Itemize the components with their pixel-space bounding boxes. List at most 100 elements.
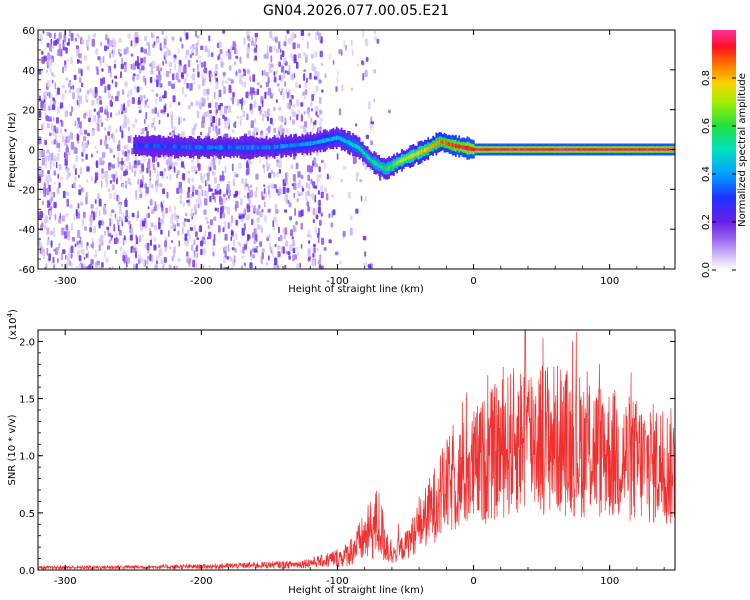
spectrogram-noise-cell (350, 39, 353, 47)
spectrogram-noise-cell (209, 195, 212, 203)
spectrogram-noise-cell (147, 212, 150, 219)
spectrogram-track-cell-2 (280, 144, 283, 149)
spectrogram-noise-cell (102, 207, 106, 215)
spectrogram-noise-cell (48, 32, 52, 38)
spectrogram-noise-cell (165, 207, 168, 214)
spectrogram-noise-cell (153, 41, 156, 46)
spectrogram-noise-cell (111, 209, 115, 213)
spectrogram-noise-cell (43, 103, 46, 112)
spectrogram-noise-cell (168, 264, 172, 269)
spectrogram-noise-cell (373, 98, 376, 103)
spectrogram-track-cell-2 (231, 145, 234, 150)
spectrogram-noise-cell (224, 220, 226, 229)
spectrogram-noise-cell (195, 199, 198, 204)
spectrogram-track-cell-2 (334, 136, 336, 140)
spectrogram-noise-cell (53, 181, 56, 185)
spectrogram-noise-cell (232, 178, 235, 187)
spectrogram-noise-cell (150, 222, 154, 228)
spectrogram-noise-cell (105, 34, 108, 41)
spectrogram-track-cell-2 (616, 148, 619, 151)
spectrogram-noise-cell (164, 240, 167, 248)
spectrogram-noise-cell (278, 168, 281, 174)
spectrogram-noise-cell (101, 168, 104, 174)
spectrogram-noise-cell (270, 63, 274, 68)
spectrogram-track-cell-2 (306, 141, 309, 147)
spectrogram-noise-cell (179, 157, 183, 161)
spectrogram-noise-cell (203, 173, 206, 178)
spectrogram-noise-cell (76, 117, 81, 122)
spectrogram-noise-cell (243, 262, 246, 267)
spectrogram-noise-cell (227, 77, 231, 81)
spectrogram-noise-cell (169, 173, 172, 181)
spectrogram-noise-cell (53, 234, 56, 238)
spectrogram-noise-cell (242, 214, 245, 219)
spectrogram-noise-cell (311, 53, 314, 59)
spectrogram-noise-cell (222, 72, 226, 76)
y-tick-label: -60 (19, 265, 35, 276)
spectrogram-noise-cell (50, 240, 53, 248)
chart-title: GN04.2026.077.00.05.E21 (263, 3, 449, 19)
spectrogram-noise-cell (193, 165, 197, 173)
spectrogram-noise-cell (249, 76, 252, 82)
spectrogram-track-cell-2 (629, 148, 632, 151)
spectrogram-noise-cell (41, 149, 45, 157)
spectrogram-noise-cell (57, 49, 61, 56)
spectrogram-noise-cell (243, 223, 246, 231)
y-tick-label: 1.0 (19, 452, 35, 463)
spectrogram-noise-cell (72, 182, 76, 189)
spectrogram-track-cell-2 (263, 145, 266, 150)
spectrogram-track-cell-2 (267, 145, 269, 150)
spectrogram-noise-cell (213, 177, 217, 184)
spectrogram-noise-cell (114, 81, 118, 88)
spectrogram-noise-cell (238, 243, 242, 247)
spectrogram-noise-cell (178, 117, 180, 126)
spectrogram-noise-cell (95, 160, 99, 168)
spectrogram-track-cell-2 (259, 145, 261, 150)
spectrogram-noise-cell (41, 169, 44, 178)
spectrogram-noise-cell (84, 263, 87, 268)
spectrogram-noise-cell (229, 257, 233, 262)
spectrogram-noise-cell (65, 147, 69, 153)
spectrogram-noise-cell (175, 72, 179, 81)
spectrogram-track-cell-2 (494, 148, 496, 151)
spectrogram-track-cell-2 (518, 148, 521, 151)
spectrogram-noise-cell (196, 59, 198, 63)
spectrogram-noise-cell (209, 115, 212, 122)
spectrogram-noise-cell (176, 265, 179, 269)
spectrogram-noise-cell (60, 128, 62, 135)
spectrogram-noise-cell (326, 193, 329, 201)
spectrogram-noise-cell (355, 208, 359, 214)
spectrogram-noise-cell (102, 152, 106, 158)
spectrogram-track-cell-2 (298, 143, 300, 147)
spectrogram-noise-cell (320, 213, 323, 217)
spectrogram-noise-cell (174, 211, 177, 220)
spectrogram-noise-cell (139, 219, 142, 227)
spectrogram-noise-cell (270, 169, 274, 175)
spectrogram-noise-cell (134, 171, 136, 177)
spectrogram-noise-cell (128, 90, 131, 96)
spectrogram-noise-cell (261, 209, 264, 213)
spectrogram-noise-cell (222, 193, 226, 197)
spectrogram-noise-cell (284, 177, 287, 184)
spectrogram-track-cell-2 (564, 148, 567, 151)
spectrogram-noise-cell (88, 117, 91, 123)
spectrogram-noise-cell (259, 109, 262, 115)
spectrogram-noise-cell (135, 60, 138, 67)
spectrogram-track-cell-2 (326, 138, 328, 142)
spectrogram-noise-cell (309, 234, 312, 238)
snr-y-axis-label: SNR (10 * v/v) (7, 414, 18, 485)
spectrogram-track-cell-2 (487, 148, 490, 151)
spectrogram-noise-cell (232, 129, 235, 133)
spectrogram-noise-cell (94, 145, 97, 149)
spectrogram-track-cell-2 (391, 163, 394, 168)
spectrogram-noise-cell (61, 135, 65, 143)
spectrogram-noise-cell (176, 187, 180, 194)
spectrogram-noise-cell (138, 110, 142, 114)
spectrogram-noise-cell (192, 259, 196, 268)
spectrogram-noise-cell (100, 78, 103, 86)
spectrogram-track-cell-2 (507, 148, 510, 151)
spectrogram-noise-cell (91, 153, 93, 158)
spectrogram-noise-cell (272, 122, 274, 127)
spectrogram-noise-cell (163, 168, 166, 172)
spectrogram-noise-cell (243, 69, 247, 77)
